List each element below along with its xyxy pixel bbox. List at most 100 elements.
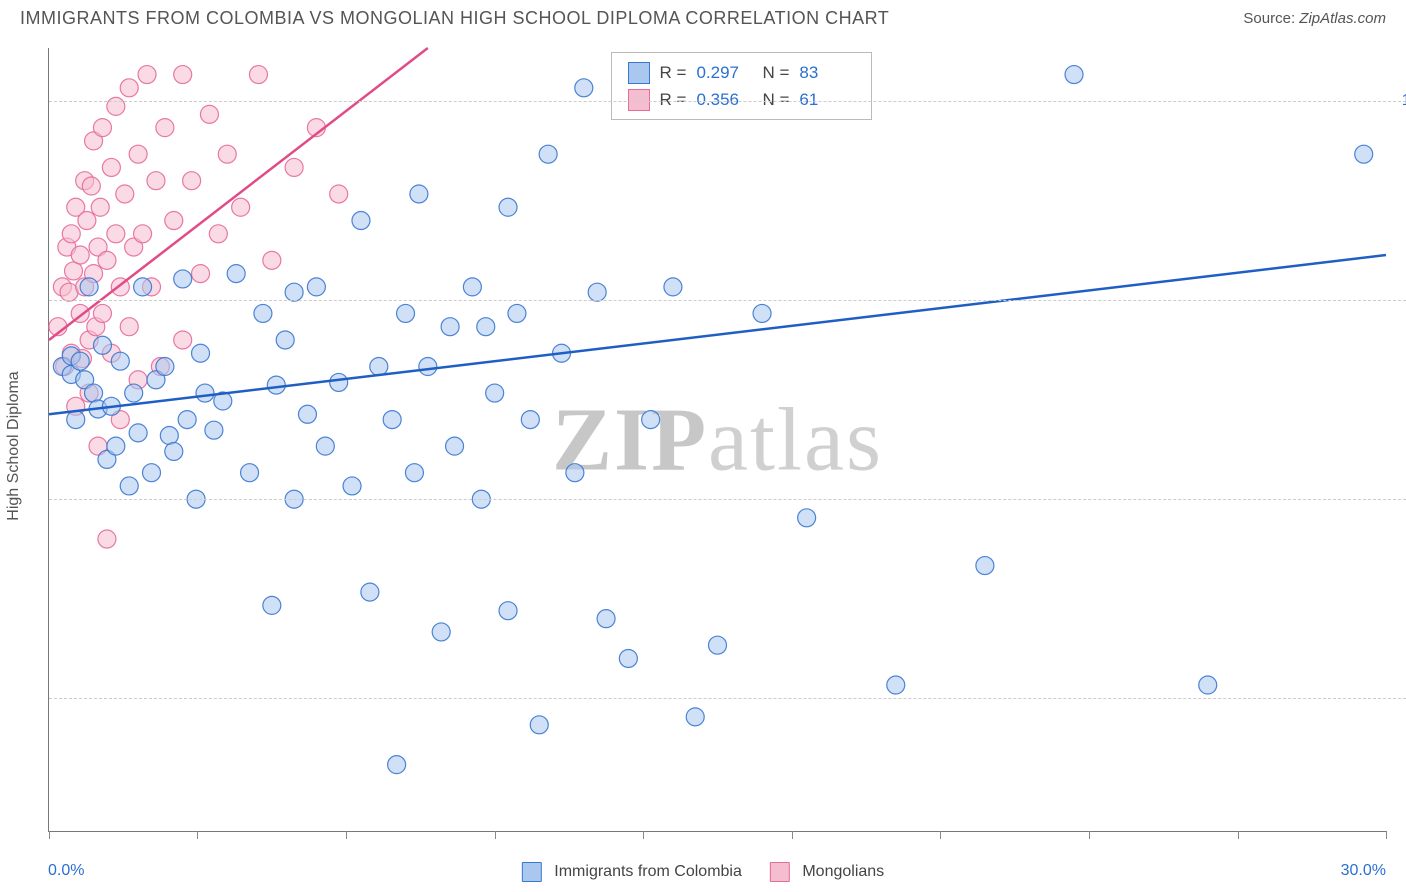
data-point <box>588 283 606 301</box>
data-point <box>192 344 210 362</box>
data-point <box>709 636 727 654</box>
data-point <box>285 283 303 301</box>
data-point <box>370 358 388 376</box>
data-point <box>539 145 557 163</box>
data-point <box>597 610 615 628</box>
stats-row-series1: R = 0.297 N = 83 <box>628 59 856 86</box>
swatch-series1 <box>628 62 650 84</box>
data-point <box>249 66 267 84</box>
x-tick <box>643 831 644 839</box>
data-point <box>67 411 85 429</box>
data-point <box>93 336 111 354</box>
data-point <box>107 437 125 455</box>
data-point <box>209 225 227 243</box>
data-point <box>196 384 214 402</box>
data-point <box>98 251 116 269</box>
regression-line <box>49 48 428 340</box>
stat-R-value-1: 0.297 <box>696 59 752 86</box>
data-point <box>267 376 285 394</box>
stat-N-label: N = <box>762 86 789 113</box>
data-point <box>486 384 504 402</box>
data-point <box>85 384 103 402</box>
chart-title: IMMIGRANTS FROM COLOMBIA VS MONGOLIAN HI… <box>20 8 889 29</box>
data-point <box>120 318 138 336</box>
data-point <box>129 145 147 163</box>
stat-N-value-2: 61 <box>799 86 855 113</box>
data-point <box>686 708 704 726</box>
data-point <box>134 278 152 296</box>
data-point <box>156 358 174 376</box>
data-point <box>107 97 125 115</box>
chart-plot-area: ZIPatlas R = 0.297 N = 83 R = 0.356 N = … <box>48 48 1386 832</box>
data-point <box>93 304 111 322</box>
data-point <box>753 304 771 322</box>
data-point <box>91 198 109 216</box>
legend-label-1: Immigrants from Colombia <box>554 863 742 880</box>
legend-swatch-2 <box>770 862 790 882</box>
x-tick <box>940 831 941 839</box>
regression-line <box>49 255 1386 414</box>
data-point <box>80 278 98 296</box>
data-point <box>78 212 96 230</box>
data-point <box>664 278 682 296</box>
data-point <box>419 358 437 376</box>
source-label: Source: <box>1243 10 1295 27</box>
data-point <box>200 105 218 123</box>
data-point <box>71 246 89 264</box>
data-point <box>125 384 143 402</box>
data-point <box>62 225 80 243</box>
legend-item-2: Mongolians <box>770 862 884 882</box>
data-point <box>98 530 116 548</box>
y-axis-label: High School Diploma <box>5 371 23 520</box>
data-point <box>499 602 517 620</box>
legend-label-2: Mongolians <box>802 863 884 880</box>
x-axis-min-label: 0.0% <box>48 862 84 880</box>
data-point <box>174 66 192 84</box>
data-point <box>134 225 152 243</box>
grid-line <box>49 101 1406 102</box>
x-tick <box>197 831 198 839</box>
x-tick <box>1238 831 1239 839</box>
data-point <box>82 177 100 195</box>
data-point <box>263 251 281 269</box>
data-point <box>165 442 183 460</box>
bottom-legend: Immigrants from Colombia Mongolians <box>522 862 884 882</box>
data-point <box>285 158 303 176</box>
data-point <box>530 716 548 734</box>
data-point <box>102 158 120 176</box>
scatter-svg <box>49 48 1386 831</box>
data-point <box>499 198 517 216</box>
data-point <box>205 421 223 439</box>
data-point <box>147 172 165 190</box>
data-point <box>160 427 178 445</box>
data-point <box>120 79 138 97</box>
data-point <box>619 649 637 667</box>
data-point <box>330 373 348 391</box>
data-point <box>276 331 294 349</box>
data-point <box>405 464 423 482</box>
data-point <box>477 318 495 336</box>
stat-R-value-2: 0.356 <box>696 86 752 113</box>
y-tick-label: 100.0% <box>1392 92 1406 110</box>
data-point <box>227 265 245 283</box>
x-tick <box>49 831 50 839</box>
data-point <box>383 411 401 429</box>
source-citation: Source: ZipAtlas.com <box>1243 10 1386 27</box>
x-tick <box>1089 831 1090 839</box>
data-point <box>65 262 83 280</box>
grid-line <box>49 300 1406 301</box>
data-point <box>111 352 129 370</box>
data-point <box>138 66 156 84</box>
data-point <box>330 185 348 203</box>
data-point <box>93 119 111 137</box>
y-tick-label: 77.5% <box>1392 689 1406 707</box>
grid-line <box>49 698 1406 699</box>
data-point <box>887 676 905 694</box>
stat-N-label: N = <box>762 59 789 86</box>
data-point <box>174 331 192 349</box>
data-point <box>143 464 161 482</box>
data-point <box>165 212 183 230</box>
data-point <box>307 278 325 296</box>
data-point <box>397 304 415 322</box>
y-tick-label: 85.0% <box>1392 490 1406 508</box>
